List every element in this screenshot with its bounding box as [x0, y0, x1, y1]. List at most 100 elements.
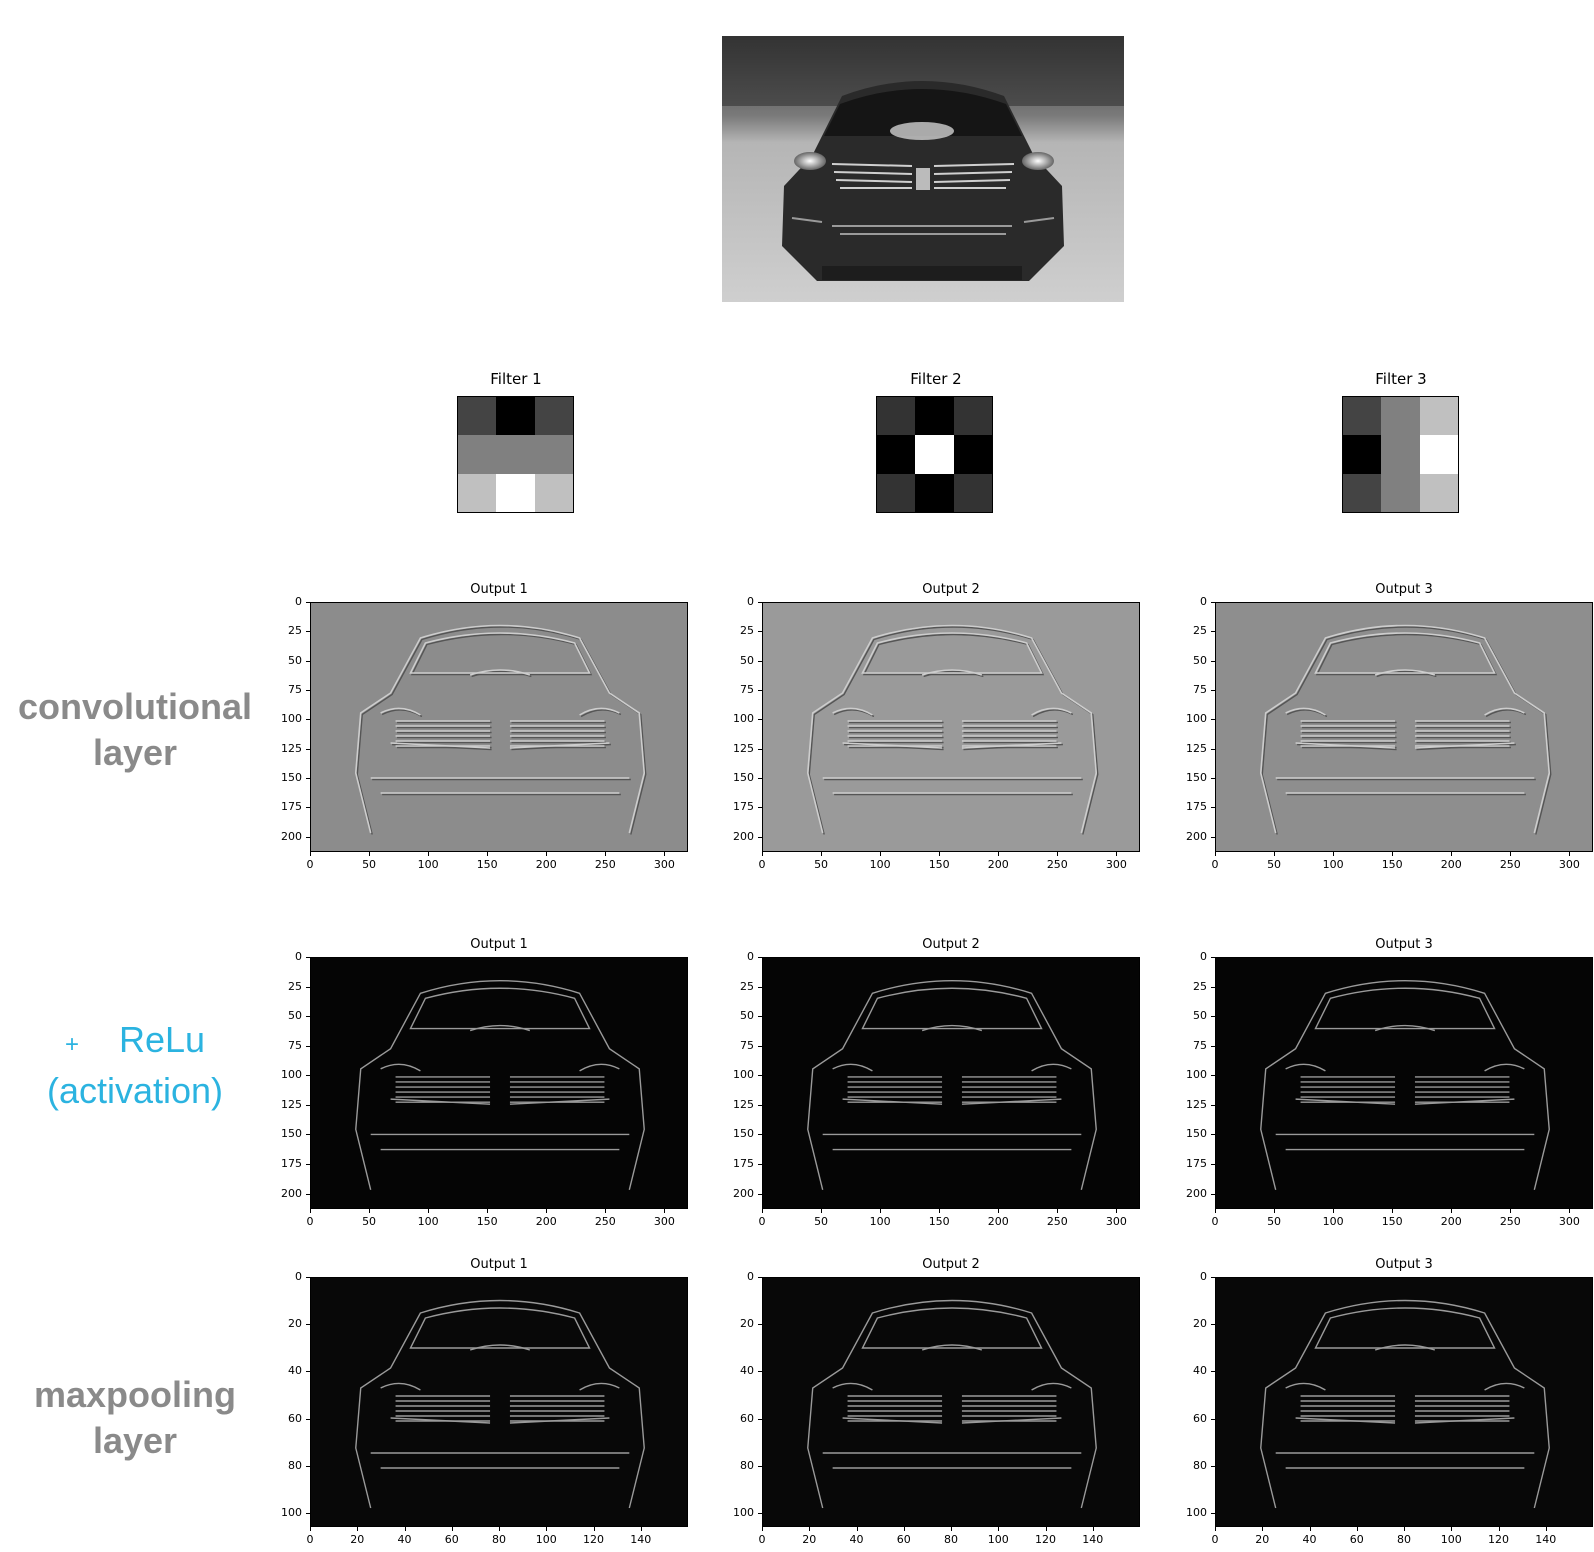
- x-tick-label: 80: [492, 1533, 506, 1546]
- y-tick-mark: [758, 690, 762, 692]
- x-tick-label: 200: [987, 858, 1009, 871]
- y-tick-label: 100: [281, 712, 302, 726]
- y-tick-label: 50: [288, 1009, 302, 1023]
- y-tick-label: 125: [733, 741, 754, 755]
- x-tick-mark: [369, 1209, 371, 1213]
- x-tick-mark: [998, 1527, 1000, 1531]
- kernel-cell: [496, 473, 535, 512]
- y-tick-label: 80: [288, 1458, 302, 1472]
- y-tick-mark: [1211, 1324, 1215, 1326]
- x-tick-label: 300: [1105, 1215, 1127, 1228]
- y-tick-mark: [758, 1134, 762, 1136]
- kernel-cell: [1343, 397, 1382, 436]
- pool-output-3-title: Output 3: [1375, 1257, 1433, 1272]
- x-tick-mark: [605, 852, 607, 856]
- y-tick-label: 125: [281, 1097, 302, 1111]
- y-tick-label: 50: [288, 653, 302, 667]
- y-tick-mark: [758, 778, 762, 780]
- y-tick-label: 175: [733, 1157, 754, 1171]
- x-tick-mark: [451, 1527, 453, 1531]
- y-tick-mark: [306, 1193, 310, 1195]
- y-tick-label: 100: [733, 1505, 754, 1519]
- y-tick-label: 50: [1193, 1009, 1207, 1023]
- x-tick-mark: [593, 1527, 595, 1531]
- car-edge-sketch: [806, 624, 1098, 834]
- x-tick-label: 0: [758, 858, 766, 871]
- x-tick-label: 20: [802, 1533, 817, 1546]
- x-tick-mark: [880, 852, 882, 856]
- y-tick-label: 100: [733, 1068, 754, 1082]
- x-tick-mark: [664, 1209, 666, 1213]
- y-tick-label: 150: [1186, 1127, 1207, 1141]
- y-tick-label: 150: [733, 1127, 754, 1141]
- x-tick-mark: [640, 1527, 642, 1531]
- pool-output-1-map: [310, 1277, 688, 1527]
- y-tick-label: 100: [1186, 1505, 1207, 1519]
- x-tick-label: 120: [1035, 1533, 1056, 1546]
- y-tick-label: 150: [733, 771, 754, 785]
- y-tick-mark: [306, 1512, 310, 1514]
- kernel-cell: [1343, 435, 1382, 474]
- y-tick-mark: [758, 631, 762, 633]
- conv-output-3-map: [1215, 602, 1593, 852]
- x-tick-label: 20: [1255, 1533, 1270, 1546]
- x-tick-label: 150: [928, 858, 950, 871]
- relu-output-2-title: Output 2: [922, 937, 980, 952]
- y-tick-mark: [1211, 1164, 1215, 1166]
- y-tick-label: 0: [1200, 950, 1207, 963]
- pool-label-line2: layer: [92, 1420, 178, 1461]
- kernel-cell: [534, 473, 573, 512]
- x-tick-label: 300: [1105, 858, 1127, 871]
- x-tick-label: 150: [1381, 858, 1403, 871]
- y-tick-mark: [1211, 631, 1215, 633]
- pool-output-3-map: [1215, 1277, 1593, 1527]
- y-tick-mark: [758, 1512, 762, 1514]
- y-tick-mark: [1211, 660, 1215, 662]
- x-tick-label: 250: [1499, 1215, 1521, 1228]
- filter-2-title: Filter 2: [910, 370, 962, 388]
- filter-1-kernel: [457, 396, 574, 513]
- y-tick-label: 50: [740, 1009, 754, 1023]
- x-tick-label: 250: [1046, 1215, 1068, 1228]
- x-tick-label: 300: [1558, 858, 1580, 871]
- y-tick-label: 150: [281, 771, 302, 785]
- pool-output-2-map: [762, 1277, 1140, 1527]
- kernel-cell: [953, 473, 992, 512]
- x-tick-label: 50: [814, 1215, 829, 1228]
- x-tick-mark: [1262, 1527, 1264, 1531]
- conv-layer-label: convolutional layer: [0, 684, 270, 776]
- x-tick-label: 200: [535, 858, 557, 871]
- car-photo-graphic: [722, 36, 1124, 302]
- x-tick-label: 50: [1267, 858, 1282, 871]
- x-tick-mark: [821, 1209, 823, 1213]
- kernel-cell: [1381, 397, 1420, 436]
- x-tick-mark: [487, 1209, 489, 1213]
- x-tick-mark: [903, 1527, 905, 1531]
- y-tick-label: 0: [295, 595, 302, 608]
- x-tick-mark: [762, 1209, 763, 1213]
- y-tick-mark: [306, 602, 310, 603]
- x-tick-label: 0: [758, 1215, 766, 1228]
- y-tick-mark: [306, 660, 310, 662]
- car-edge-sketch: [1260, 1299, 1550, 1509]
- car-edge-sketch: [1260, 980, 1550, 1191]
- relu-output-3-map: [1215, 957, 1593, 1209]
- x-tick-label: 0: [758, 1533, 766, 1546]
- x-tick-label: 300: [653, 858, 675, 871]
- y-tick-label: 25: [288, 624, 302, 638]
- y-tick-mark: [306, 1371, 310, 1373]
- relu-output-1-map: [310, 957, 688, 1209]
- y-tick-label: 125: [281, 741, 302, 755]
- conv-output-3-title: Output 3: [1375, 582, 1433, 597]
- x-tick-mark: [1215, 1527, 1216, 1531]
- y-tick-mark: [306, 1418, 310, 1420]
- conv-output-2-title: Output 2: [922, 582, 980, 597]
- x-tick-label: 250: [1499, 858, 1521, 871]
- y-tick-label: 175: [733, 800, 754, 814]
- y-tick-label: 25: [740, 624, 754, 638]
- x-tick-label: 100: [417, 1215, 439, 1228]
- x-tick-mark: [1392, 852, 1394, 856]
- x-tick-label: 120: [583, 1533, 604, 1546]
- x-tick-mark: [1215, 1209, 1216, 1213]
- car-edge-sketch: [355, 980, 645, 1191]
